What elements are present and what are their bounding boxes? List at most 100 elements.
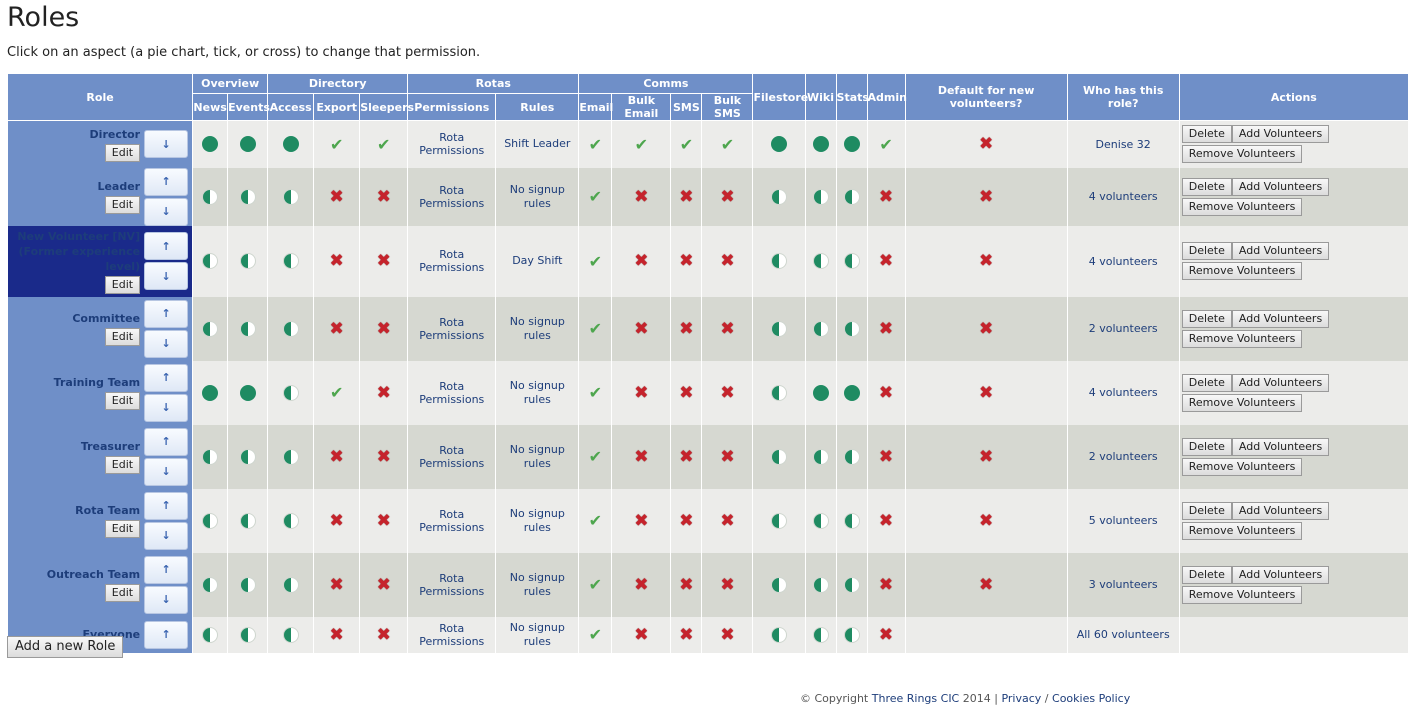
remove-volunteers-button[interactable]: Remove Volunteers — [1181, 585, 1303, 604]
cross-icon[interactable]: ✖ — [878, 318, 894, 339]
cross-icon[interactable]: ✖ — [720, 624, 735, 645]
edit-button[interactable]: Edit — [104, 196, 141, 214]
pie-half-icon[interactable] — [812, 626, 829, 643]
pie-full-icon[interactable] — [282, 136, 299, 153]
pie-half-icon[interactable] — [239, 448, 256, 465]
cross-icon[interactable]: ✖ — [978, 186, 994, 207]
cross-icon[interactable]: ✖ — [720, 186, 735, 207]
pie-half-icon[interactable] — [771, 253, 787, 269]
move-up-button[interactable]: ↑ — [144, 363, 189, 392]
who-has-role[interactable]: 2 volunteers — [1088, 322, 1158, 335]
pie-half-icon[interactable] — [239, 576, 256, 593]
pie-half-icon[interactable] — [282, 188, 299, 205]
cookies-link[interactable]: Cookies Policy — [1052, 692, 1131, 705]
tick-icon[interactable]: ✔ — [588, 625, 603, 644]
rota-permissions-link[interactable]: Rota Permissions — [419, 621, 485, 648]
cross-icon[interactable]: ✖ — [329, 510, 344, 531]
delete-button[interactable]: Delete — [1181, 437, 1232, 456]
pie-half-icon[interactable] — [843, 576, 860, 593]
cross-icon[interactable]: ✖ — [878, 624, 894, 645]
tick-icon[interactable]: ✔ — [588, 187, 603, 206]
add-volunteers-button[interactable]: Add Volunteers — [1231, 437, 1330, 456]
move-down-button[interactable]: ↓ — [144, 585, 189, 614]
pie-half-icon[interactable] — [202, 253, 219, 269]
tick-icon[interactable]: ✔ — [720, 134, 735, 154]
delete-button[interactable]: Delete — [1181, 242, 1232, 260]
rota-permissions-link[interactable]: Rota Permissions — [419, 379, 485, 406]
add-role-button[interactable]: Add a new Role — [7, 636, 124, 658]
tick-icon[interactable]: ✔ — [634, 134, 649, 154]
move-up-button[interactable]: ↑ — [144, 491, 189, 520]
cross-icon[interactable]: ✖ — [720, 574, 735, 595]
cross-icon[interactable]: ✖ — [376, 574, 391, 595]
cross-icon[interactable]: ✖ — [878, 382, 894, 403]
pie-full-icon[interactable] — [843, 384, 860, 401]
pie-half-icon[interactable] — [239, 512, 256, 529]
who-has-role[interactable]: 4 volunteers — [1088, 254, 1158, 268]
cross-icon[interactable]: ✖ — [634, 318, 649, 339]
add-volunteers-button[interactable]: Add Volunteers — [1231, 242, 1330, 260]
pie-half-icon[interactable] — [282, 576, 299, 593]
cross-icon[interactable]: ✖ — [978, 251, 994, 271]
remove-volunteers-button[interactable]: Remove Volunteers — [1181, 521, 1303, 540]
pie-half-icon[interactable] — [202, 320, 219, 337]
pie-full-icon[interactable] — [812, 136, 829, 153]
tick-icon[interactable]: ✔ — [329, 383, 344, 402]
remove-volunteers-button[interactable]: Remove Volunteers — [1181, 145, 1303, 164]
pie-half-icon[interactable] — [282, 512, 299, 529]
pie-half-icon[interactable] — [202, 626, 219, 643]
who-has-role[interactable]: 5 volunteers — [1088, 514, 1158, 527]
cross-icon[interactable]: ✖ — [329, 186, 344, 207]
cross-icon[interactable]: ✖ — [634, 251, 649, 271]
cross-icon[interactable]: ✖ — [878, 251, 894, 271]
privacy-link[interactable]: Privacy — [1001, 692, 1042, 705]
tick-icon[interactable]: ✔ — [588, 251, 603, 271]
cross-icon[interactable]: ✖ — [720, 446, 735, 467]
tick-icon[interactable]: ✔ — [588, 134, 603, 154]
who-has-role[interactable]: Denise 32 — [1095, 137, 1151, 151]
edit-button[interactable]: Edit — [104, 275, 141, 294]
who-has-role[interactable]: All 60 volunteers — [1076, 628, 1170, 641]
rules-link[interactable]: No signup rules — [509, 378, 565, 406]
move-down-button[interactable]: ↓ — [144, 329, 189, 358]
cross-icon[interactable]: ✖ — [376, 446, 391, 467]
cross-icon[interactable]: ✖ — [634, 186, 649, 207]
pie-full-icon[interactable] — [843, 136, 860, 153]
delete-button[interactable]: Delete — [1181, 309, 1232, 328]
cross-icon[interactable]: ✖ — [720, 382, 735, 403]
cross-icon[interactable]: ✖ — [634, 446, 649, 467]
move-down-button[interactable]: ↓ — [144, 393, 189, 422]
move-down-button[interactable]: ↓ — [144, 130, 189, 159]
pie-half-icon[interactable] — [282, 320, 299, 337]
tick-icon[interactable]: ✔ — [879, 134, 893, 154]
pie-half-icon[interactable] — [843, 253, 860, 269]
move-up-button[interactable]: ↑ — [144, 620, 189, 649]
pie-half-icon[interactable] — [843, 320, 860, 337]
cross-icon[interactable]: ✖ — [329, 574, 344, 595]
cross-icon[interactable]: ✖ — [978, 446, 994, 467]
cross-icon[interactable]: ✖ — [978, 318, 994, 339]
tick-icon[interactable]: ✔ — [588, 511, 603, 530]
cross-icon[interactable]: ✖ — [878, 186, 894, 207]
cross-icon[interactable]: ✖ — [376, 624, 391, 645]
add-volunteers-button[interactable]: Add Volunteers — [1231, 309, 1330, 328]
pie-full-icon[interactable] — [812, 384, 829, 401]
move-down-button[interactable]: ↓ — [144, 521, 189, 550]
pie-half-icon[interactable] — [812, 448, 829, 465]
rota-permissions-link[interactable]: Rota Permissions — [419, 315, 485, 342]
cross-icon[interactable]: ✖ — [376, 186, 391, 207]
pie-half-icon[interactable] — [202, 448, 219, 465]
rota-permissions-link[interactable]: Rota Permissions — [419, 507, 485, 534]
edit-button[interactable]: Edit — [104, 143, 141, 162]
pie-half-icon[interactable] — [843, 188, 860, 205]
rota-permissions-link[interactable]: Rota Permissions — [419, 248, 485, 274]
edit-button[interactable]: Edit — [104, 328, 141, 346]
cross-icon[interactable]: ✖ — [978, 510, 994, 531]
cross-icon[interactable]: ✖ — [679, 186, 694, 207]
delete-button[interactable]: Delete — [1181, 501, 1232, 520]
pie-half-icon[interactable] — [812, 576, 829, 593]
pie-half-icon[interactable] — [282, 448, 299, 465]
cross-icon[interactable]: ✖ — [634, 624, 649, 645]
cross-icon[interactable]: ✖ — [329, 624, 344, 645]
remove-volunteers-button[interactable]: Remove Volunteers — [1181, 393, 1303, 412]
